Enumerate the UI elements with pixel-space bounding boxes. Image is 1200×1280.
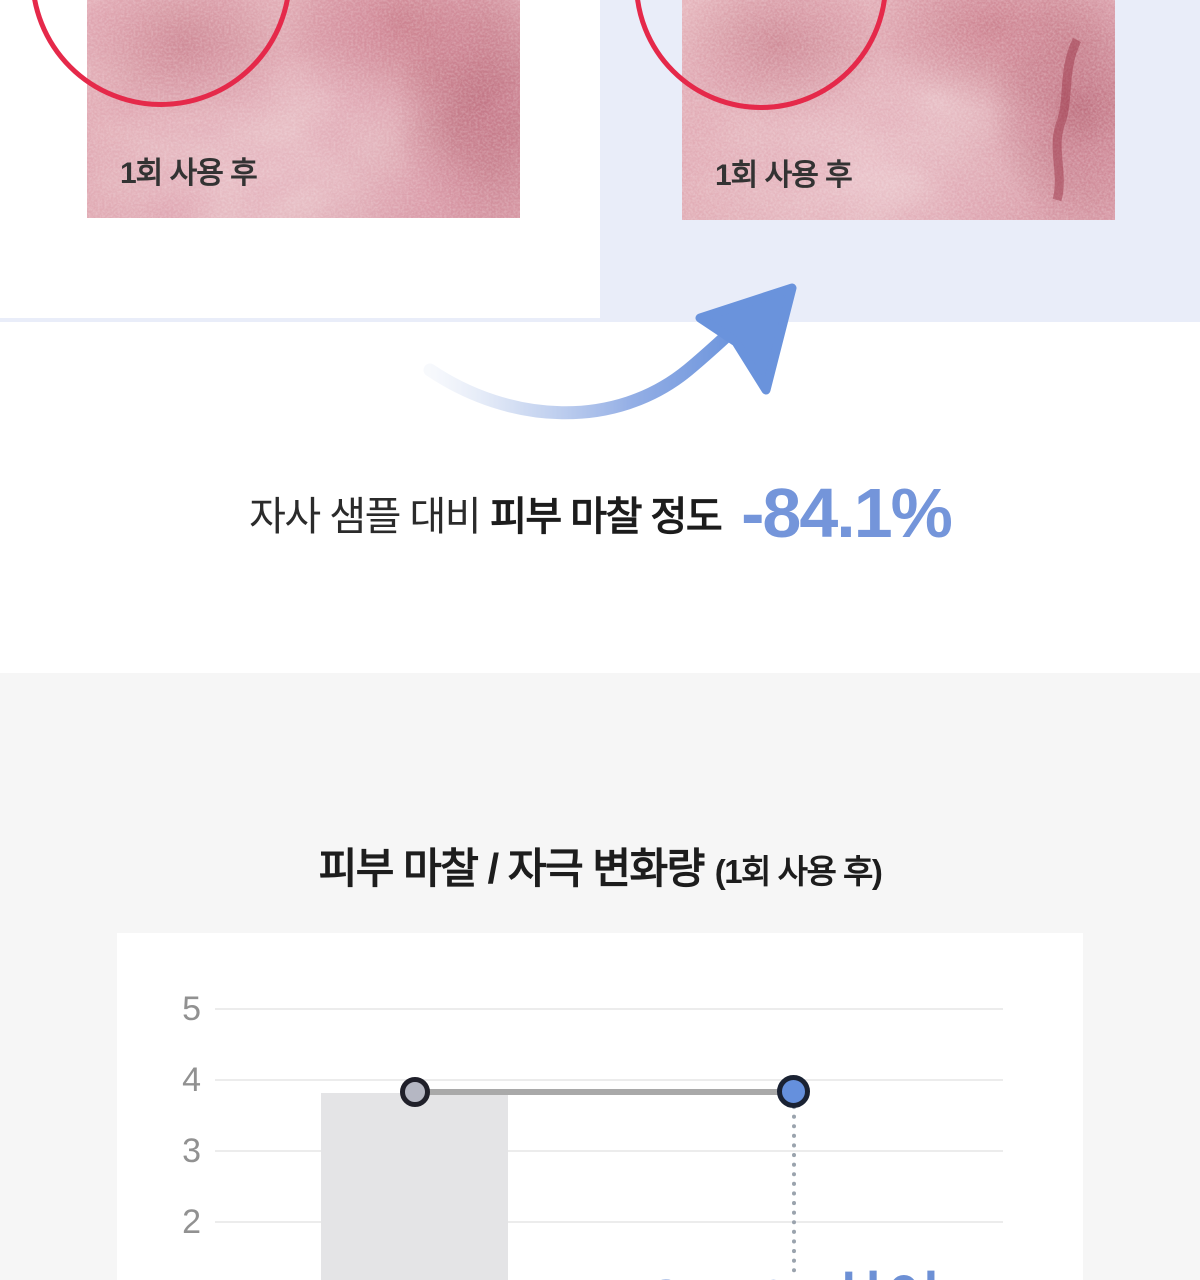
gridline-3 bbox=[215, 1150, 1003, 1152]
chart-title-sub: (1회 사용 후) bbox=[714, 853, 883, 890]
result-headline: 자사 샘플 대비 피부 마찰 정도 -84.1% bbox=[0, 455, 1200, 570]
y-axis-tick: 4 bbox=[182, 1061, 201, 1099]
y-axis-tick: 3 bbox=[182, 1132, 201, 1170]
y-axis-tick: 2 bbox=[182, 1203, 201, 1241]
skin-image-left: 1회 사용 후 bbox=[30, 0, 520, 218]
headline-percentage: -84.1% bbox=[741, 473, 953, 552]
image-caption: 1회 사용 후 bbox=[120, 157, 258, 190]
skin-texture-image bbox=[682, 0, 1115, 220]
data-point-sample bbox=[400, 1077, 430, 1107]
difference-annotation: 84.1% 차이 bbox=[544, 1251, 1044, 1280]
chart-card: 5 4 3 2 84.1% 차이 bbox=[117, 933, 1083, 1280]
image-caption: 1회 사용 후 bbox=[715, 159, 853, 192]
headline-prefix: 자사 샘플 대비 bbox=[249, 494, 482, 539]
gridline-5 bbox=[215, 1008, 1003, 1010]
comparison-line bbox=[415, 1089, 794, 1095]
chart-title-main: 피부 마찰 / 자극 변화량 bbox=[318, 845, 706, 892]
dotted-drop-line bbox=[792, 1105, 796, 1273]
y-axis-tick: 5 bbox=[182, 990, 201, 1028]
improvement-arrow-icon bbox=[423, 283, 797, 420]
gridline-2 bbox=[215, 1221, 1003, 1223]
headline-emphasis: 피부 마찰 정도 bbox=[490, 494, 723, 539]
result-section bbox=[0, 322, 1200, 673]
chart-title: 피부 마찰 / 자극 변화량 (1회 사용 후) bbox=[0, 835, 1200, 896]
skin-texture-image bbox=[87, 0, 520, 218]
comparison-section: 1회 사용 후 1회 사용 후 bbox=[0, 0, 1200, 322]
chart-section: 피부 마찰 / 자극 변화량 (1회 사용 후) 5 4 3 2 84.1% 차… bbox=[0, 673, 1200, 1280]
sample-bar bbox=[321, 1093, 508, 1280]
skin-image-right: 1회 사용 후 bbox=[634, 0, 1115, 220]
data-point-product bbox=[777, 1075, 810, 1108]
gridline-4 bbox=[215, 1079, 1003, 1081]
